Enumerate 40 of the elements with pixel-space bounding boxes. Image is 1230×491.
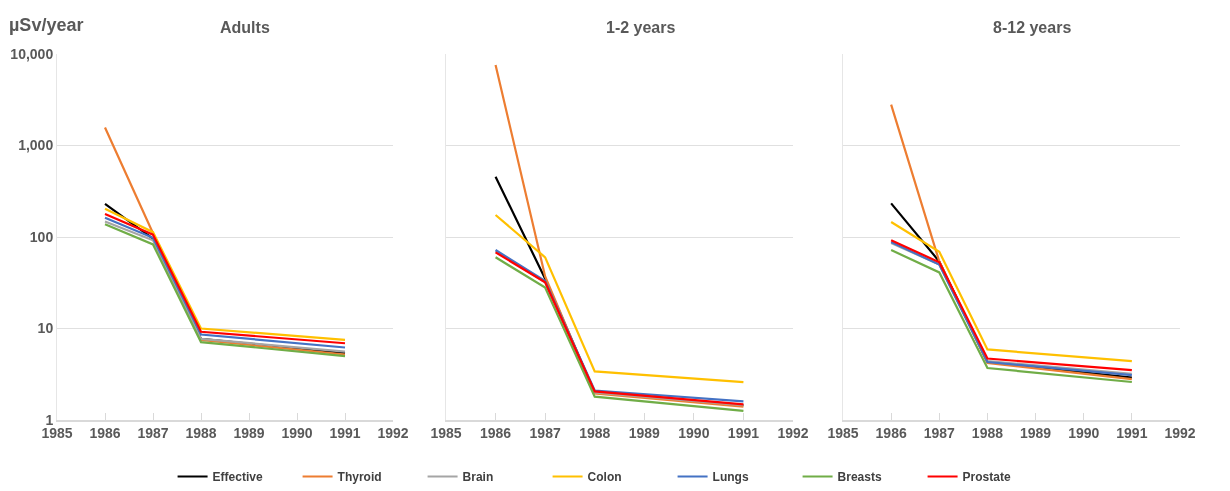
x-tick-label: 1991 bbox=[727, 425, 760, 442]
legend-label: Prostate bbox=[962, 470, 1011, 485]
x-tick-label: 1991 bbox=[1116, 425, 1148, 442]
chart-title: Adults bbox=[220, 19, 270, 36]
legend-label: Lungs bbox=[712, 470, 749, 485]
x-tick-label: 1986 bbox=[875, 425, 907, 442]
x-tick-label: 1991 bbox=[329, 425, 361, 442]
legend-label: Brain bbox=[462, 470, 494, 485]
x-tick-label: 1985 bbox=[430, 425, 462, 442]
y-tick-label: 10,000 bbox=[10, 45, 54, 62]
x-tick-label: 1990 bbox=[1068, 425, 1100, 442]
y-tick-label: 100 bbox=[29, 228, 54, 245]
x-tick-label: 1986 bbox=[89, 425, 121, 442]
x-tick-label: 1990 bbox=[281, 425, 313, 442]
legend-label: Breasts bbox=[837, 470, 882, 485]
x-tick-label: 1989 bbox=[233, 425, 265, 442]
y-tick-label: 1 bbox=[45, 411, 54, 428]
x-tick-label: 1992 bbox=[377, 425, 409, 442]
x-tick-label: 1987 bbox=[529, 425, 561, 442]
x-tick-label: 1988 bbox=[579, 425, 611, 442]
x-tick-label: 1986 bbox=[479, 425, 512, 442]
x-tick-label: 1989 bbox=[628, 425, 661, 442]
y-tick-label: 10 bbox=[37, 320, 54, 337]
x-tick-label: 1992 bbox=[1164, 425, 1196, 442]
x-tick-label: 1987 bbox=[923, 425, 956, 442]
x-tick-label: 1988 bbox=[971, 425, 1004, 442]
legend-label: Colon bbox=[587, 470, 622, 485]
y-axis-title: µSv/year bbox=[9, 15, 84, 35]
chart-title: 1-2 years bbox=[606, 19, 676, 36]
chart-title: 8-12 years bbox=[993, 19, 1072, 36]
x-tick-label: 1990 bbox=[678, 425, 710, 442]
legend-label: Thyroid bbox=[337, 470, 382, 485]
x-tick-label: 1985 bbox=[41, 425, 73, 442]
legend-label: Effective bbox=[212, 470, 263, 485]
x-tick-label: 1987 bbox=[137, 425, 169, 442]
x-tick-label: 1988 bbox=[185, 425, 217, 442]
y-tick-label: 1,000 bbox=[18, 137, 54, 154]
x-tick-label: 1985 bbox=[827, 425, 859, 442]
x-tick-label: 1989 bbox=[1019, 425, 1052, 442]
x-tick-label: 1992 bbox=[777, 425, 809, 442]
